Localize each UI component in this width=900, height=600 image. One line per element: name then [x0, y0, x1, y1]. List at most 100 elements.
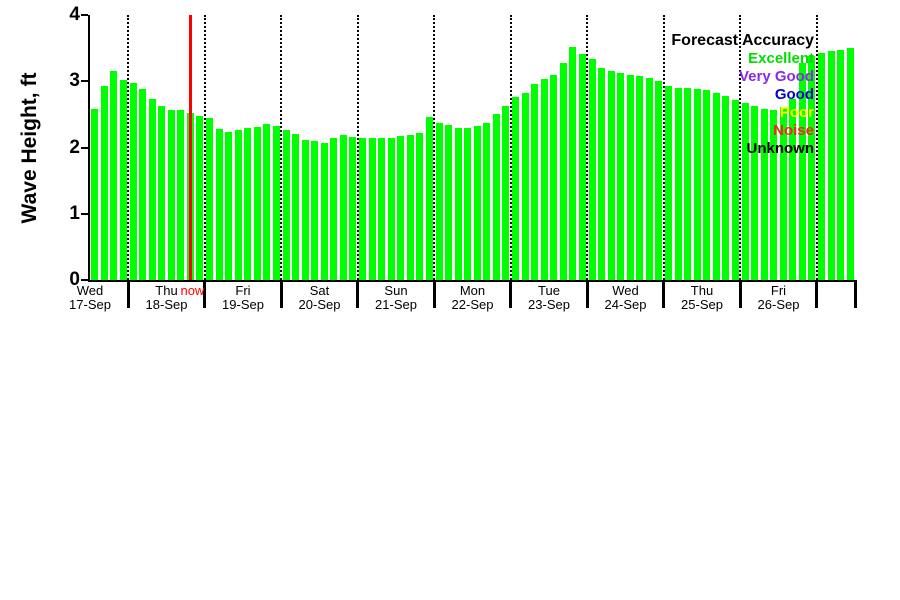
- day-boundary-tick: [432, 282, 436, 308]
- day-name-label: Wed: [76, 283, 104, 298]
- y-tick-mark: [81, 14, 88, 16]
- wave-bar: [119, 79, 127, 280]
- y-tick-label: 1: [69, 202, 80, 224]
- wave-bar: [148, 99, 156, 280]
- day-name-label: Fri: [235, 283, 251, 298]
- wave-bar: [206, 118, 213, 280]
- wave-bar: [731, 99, 739, 280]
- wave-bar: [416, 132, 424, 280]
- wave-bar: [655, 80, 663, 280]
- day-date-label: 23-Sep: [528, 297, 570, 312]
- wave-bar: [540, 78, 548, 280]
- legend-entry-unknown: Unknown: [746, 140, 815, 157]
- day-boundary-tick: [356, 282, 360, 308]
- wave-bar: [760, 109, 768, 280]
- day-date-label: 21-Sep: [375, 297, 417, 312]
- wave-bar: [559, 63, 567, 280]
- wave-bar: [674, 87, 682, 280]
- day-boundary-tick: [509, 282, 513, 308]
- plot-area: [90, 15, 855, 280]
- wave-bar: [617, 73, 625, 280]
- day-name-label: Sat: [309, 283, 330, 298]
- wave-bar: [665, 85, 672, 280]
- day-date-label: 18-Sep: [145, 297, 188, 312]
- wave-bar: [703, 89, 711, 280]
- wave-bar: [272, 125, 280, 280]
- wave-bar: [234, 130, 242, 280]
- day-boundary-gridline: [815, 15, 818, 280]
- wave-bar: [359, 137, 366, 280]
- day-name-label: Sun: [384, 283, 408, 298]
- wave-bar: [110, 70, 118, 280]
- wave-bar: [253, 126, 261, 280]
- day-boundary-gridline: [739, 15, 742, 280]
- day-boundary-tick: [126, 282, 130, 308]
- day-name-label: Tue: [538, 283, 560, 298]
- wave-bar: [808, 56, 816, 280]
- y-tick-label: 3: [69, 70, 80, 92]
- wave-bar: [693, 88, 701, 280]
- wave-bar: [292, 133, 300, 280]
- day-boundary-gridline: [509, 15, 512, 280]
- day-boundary-tick: [279, 282, 283, 308]
- day-boundary-tick: [853, 282, 857, 308]
- day-boundary-tick: [662, 282, 666, 308]
- legend-entry-poor: Poor: [779, 104, 814, 121]
- wave-bar: [167, 109, 175, 280]
- day-name-label: Wed: [612, 283, 639, 298]
- wave-bar: [368, 137, 376, 280]
- wave-bar: [722, 95, 730, 280]
- wave-bar: [818, 53, 825, 280]
- legend-entry-very-good: Very Good: [738, 68, 814, 85]
- wave-bar: [464, 127, 472, 280]
- day-boundary-gridline: [203, 15, 206, 280]
- wave-bar: [569, 46, 577, 280]
- wave-bar: [100, 85, 108, 280]
- wave-bar: [741, 103, 749, 280]
- wave-bar: [282, 129, 290, 280]
- wave-bar: [473, 126, 481, 280]
- wave-bar: [751, 106, 759, 280]
- wave-bar: [225, 131, 233, 280]
- wave-bar: [789, 99, 797, 280]
- wave-bar: [311, 140, 319, 280]
- wave-bar: [645, 77, 653, 280]
- legend-entry-excellent: Excellent: [748, 50, 814, 67]
- day-date-label: 20-Sep: [298, 297, 341, 312]
- y-tick-mark: [81, 279, 88, 281]
- day-boundary-gridline: [127, 15, 130, 280]
- wave-bar: [626, 74, 634, 280]
- wave-bar: [330, 138, 338, 280]
- y-tick-label: 2: [69, 136, 80, 158]
- y-axis: [88, 15, 90, 282]
- now-line: [188, 15, 192, 280]
- wave-bar: [578, 54, 586, 280]
- day-date-label: 24-Sep: [604, 297, 647, 312]
- wave-bar: [91, 109, 99, 280]
- day-boundary-tick: [815, 282, 819, 308]
- day-date-label: 17-Sep: [69, 297, 111, 312]
- day-name-label: Fri: [770, 283, 787, 298]
- day-boundary-gridline: [280, 15, 283, 280]
- day-boundary-gridline: [433, 15, 436, 280]
- wave-bar: [454, 127, 462, 280]
- wave-bar: [512, 96, 519, 280]
- wave-bar: [798, 62, 806, 280]
- wave-bar: [531, 83, 539, 280]
- day-boundary-gridline: [356, 15, 359, 280]
- y-tick-label: 4: [69, 4, 80, 25]
- wave-bar: [301, 139, 309, 280]
- wave-bar: [588, 58, 596, 280]
- wave-bar: [158, 106, 166, 280]
- day-date-label: 25-Sep: [681, 297, 723, 312]
- wave-bar: [521, 93, 529, 280]
- wave-bar: [779, 107, 787, 280]
- wave-bar: [215, 128, 223, 280]
- legend-entry-noise: Noise: [773, 122, 814, 139]
- day-boundary-gridline: [662, 15, 665, 280]
- legend-entry-good: Good: [774, 86, 814, 103]
- wave-bar: [827, 51, 835, 280]
- day-boundary-tick: [738, 282, 742, 308]
- now-label: now: [180, 283, 205, 298]
